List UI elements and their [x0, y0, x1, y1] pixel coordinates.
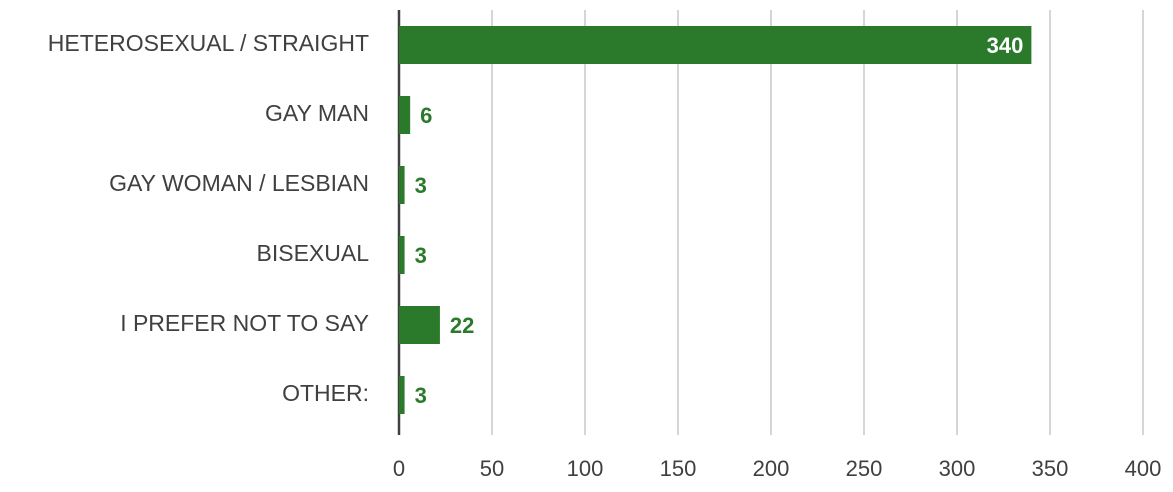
value-label: 3	[415, 243, 427, 268]
bar	[399, 236, 405, 274]
bar	[399, 166, 405, 204]
x-tick-label: 150	[660, 456, 697, 481]
y-tick-label: GAY MAN	[265, 100, 369, 126]
y-tick-label: HETEROSEXUAL / STRAIGHT	[48, 30, 369, 56]
x-tick-label: 100	[567, 456, 604, 481]
y-tick-label: I PREFER NOT TO SAY	[120, 310, 369, 336]
value-label: 3	[415, 383, 427, 408]
x-tick-label: 300	[939, 456, 976, 481]
x-tick-label: 200	[753, 456, 790, 481]
bar	[399, 306, 440, 344]
value-label: 340	[987, 33, 1024, 58]
x-tick-label: 400	[1125, 456, 1162, 481]
y-tick-label: OTHER:	[282, 380, 369, 406]
y-tick-label: BISEXUAL	[257, 240, 370, 266]
bar	[399, 376, 405, 414]
x-tick-label: 0	[393, 456, 405, 481]
x-tick-label: 50	[480, 456, 504, 481]
x-tick-label: 350	[1032, 456, 1069, 481]
value-label: 6	[420, 103, 432, 128]
y-tick-label: GAY WOMAN / LESBIAN	[109, 170, 369, 196]
value-label: 3	[415, 173, 427, 198]
value-label: 22	[450, 313, 474, 338]
bar	[399, 26, 1032, 64]
x-tick-label: 250	[846, 456, 883, 481]
bar	[399, 96, 411, 134]
